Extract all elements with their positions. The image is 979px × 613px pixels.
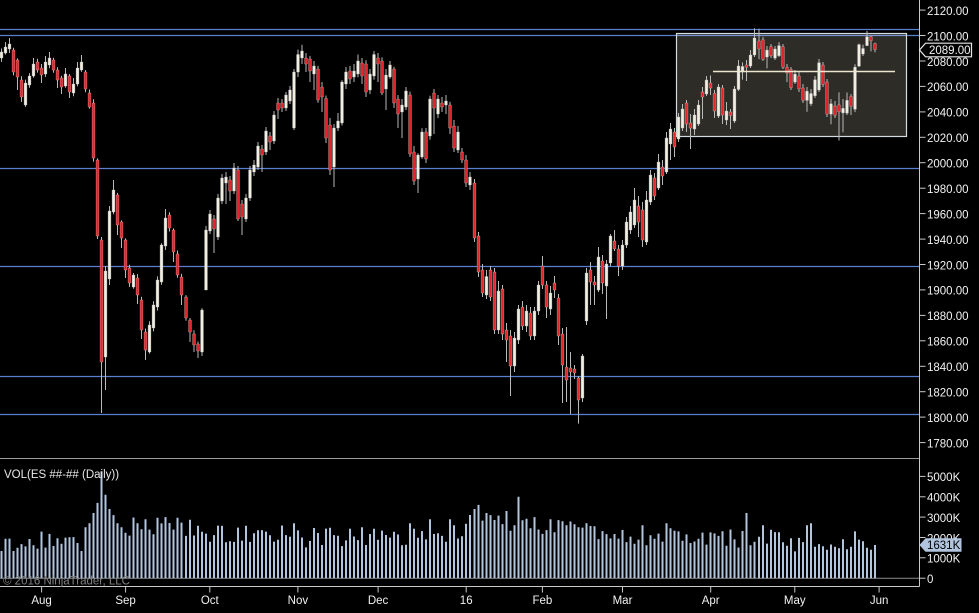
svg-text:Feb: Feb bbox=[532, 595, 552, 607]
svg-text:16: 16 bbox=[460, 595, 473, 607]
svg-text:2000.00: 2000.00 bbox=[927, 159, 969, 171]
svg-text:Apr: Apr bbox=[702, 595, 720, 607]
svg-text:VOL(ES ##-## (Daily)): VOL(ES ##-## (Daily)) bbox=[4, 469, 119, 481]
svg-text:1980.00: 1980.00 bbox=[927, 184, 969, 196]
svg-text:1820.00: 1820.00 bbox=[927, 388, 969, 400]
svg-text:Nov: Nov bbox=[288, 595, 309, 607]
svg-text:Dec: Dec bbox=[368, 595, 389, 607]
svg-text:1960.00: 1960.00 bbox=[927, 209, 969, 221]
svg-text:3000K: 3000K bbox=[927, 513, 961, 525]
svg-text:Mar: Mar bbox=[613, 595, 633, 607]
svg-text:Jun: Jun bbox=[870, 595, 889, 607]
svg-text:2060.00: 2060.00 bbox=[927, 82, 969, 94]
svg-text:Aug: Aug bbox=[31, 595, 51, 607]
svg-text:2040.00: 2040.00 bbox=[927, 108, 969, 120]
svg-text:1940.00: 1940.00 bbox=[927, 235, 969, 247]
svg-text:2020.00: 2020.00 bbox=[927, 133, 969, 145]
svg-text:Oct: Oct bbox=[201, 595, 220, 607]
svg-text:1860.00: 1860.00 bbox=[927, 337, 969, 349]
svg-text:1000K: 1000K bbox=[927, 554, 961, 566]
svg-text:© 2016 NinjaTrader, LLC: © 2016 NinjaTrader, LLC bbox=[3, 576, 130, 588]
svg-text:1900.00: 1900.00 bbox=[927, 286, 969, 298]
svg-text:2100.00: 2100.00 bbox=[927, 31, 969, 43]
svg-text:Sep: Sep bbox=[115, 595, 135, 607]
svg-text:1840.00: 1840.00 bbox=[927, 362, 969, 374]
svg-text:2080.00: 2080.00 bbox=[927, 57, 969, 69]
svg-text:1780.00: 1780.00 bbox=[927, 438, 969, 450]
svg-text:5000K: 5000K bbox=[927, 472, 961, 484]
svg-text:1880.00: 1880.00 bbox=[927, 311, 969, 323]
svg-text:2120.00: 2120.00 bbox=[927, 6, 969, 18]
svg-text:May: May bbox=[784, 595, 806, 607]
svg-text:0: 0 bbox=[927, 574, 933, 586]
svg-text:2089.00: 2089.00 bbox=[929, 45, 971, 57]
svg-text:1631K: 1631K bbox=[927, 540, 961, 552]
svg-text:4000K: 4000K bbox=[927, 493, 961, 505]
svg-text:1920.00: 1920.00 bbox=[927, 260, 969, 272]
svg-text:1800.00: 1800.00 bbox=[927, 413, 969, 425]
